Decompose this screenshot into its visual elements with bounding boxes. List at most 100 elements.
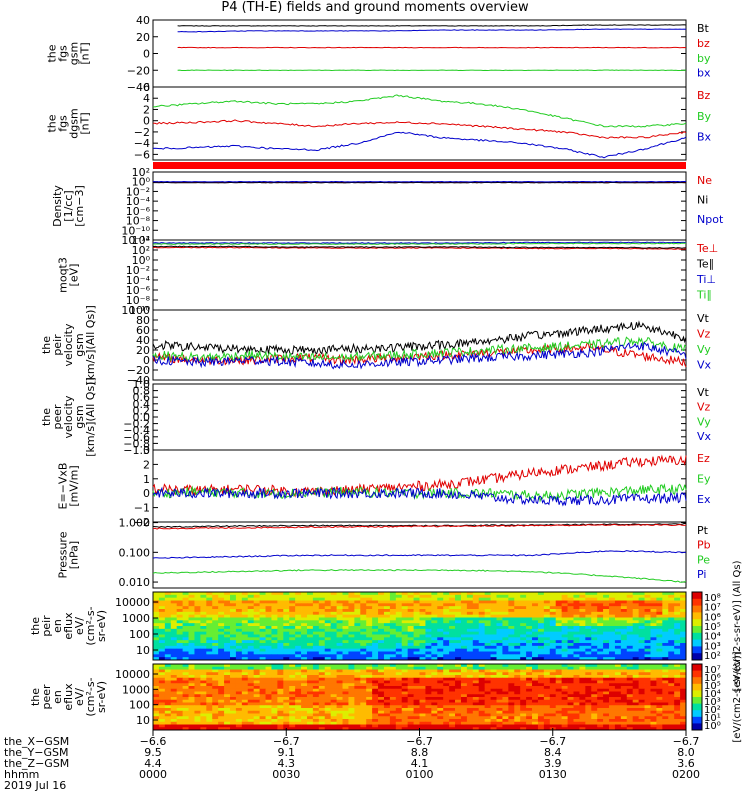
- heatmap-cell: [543, 628, 551, 633]
- heatmap-cell: [472, 592, 480, 596]
- heatmap-cell: [218, 716, 225, 720]
- heatmap-cell: [425, 614, 432, 618]
- heatmap-cell: [662, 651, 669, 655]
- heatmap-cell: [372, 594, 379, 599]
- heatmap-cell: [247, 672, 255, 676]
- heatmap-cell: [603, 686, 610, 690]
- heatmap-cell: [549, 688, 557, 692]
- legend-entry: Npot: [697, 213, 724, 226]
- heatmap-cell: [366, 716, 373, 720]
- heatmap-cell: [567, 713, 574, 717]
- colorbar-segment: [692, 592, 702, 600]
- heatmap-cell: [301, 611, 308, 616]
- heatmap-cell: [360, 640, 367, 644]
- heatmap-cell: [395, 688, 403, 692]
- heatmap-cell: [431, 597, 438, 601]
- heatmap-cell: [478, 675, 486, 679]
- heatmap-cell: [455, 664, 462, 668]
- heatmap-cell: [455, 708, 462, 712]
- heatmap-cell: [164, 614, 172, 618]
- heatmap-cell: [312, 664, 320, 668]
- heatmap-cell: [200, 631, 207, 635]
- heatmap-cell: [573, 691, 580, 695]
- heatmap-cell: [484, 669, 491, 673]
- heatmap-cell: [555, 672, 563, 676]
- heatmap-cell: [354, 664, 361, 668]
- heatmap-cell: [603, 699, 610, 703]
- heatmap-cell: [626, 611, 634, 616]
- heatmap-cell: [502, 628, 509, 633]
- heatmap-cell: [401, 686, 409, 690]
- heatmap-cell: [597, 664, 604, 668]
- heatmap-cell: [626, 688, 634, 692]
- heatmap-cell: [289, 600, 296, 604]
- heatmap-cell: [188, 672, 195, 676]
- heatmap-cell: [603, 592, 610, 596]
- heatmap-cell: [277, 683, 284, 687]
- heatmap-cell: [425, 620, 432, 624]
- series-line-fgs-1: [177, 46, 687, 49]
- heatmap-cell: [218, 626, 225, 630]
- heatmap-cell: [170, 708, 178, 712]
- heatmap-cell: [170, 609, 178, 613]
- heatmap-cell: [153, 628, 160, 633]
- heatmap-cell: [644, 623, 651, 627]
- heatmap-cell: [466, 697, 474, 701]
- heatmap-cell: [212, 713, 219, 717]
- heatmap-cell: [656, 657, 663, 661]
- heatmap-cell: [383, 686, 391, 690]
- heatmap-cell: [549, 631, 557, 635]
- heatmap-cell: [164, 603, 172, 607]
- heatmap-cell: [182, 592, 189, 596]
- heatmap-cell: [182, 719, 189, 723]
- heatmap-cell: [638, 680, 645, 684]
- heatmap-cell: [591, 603, 598, 607]
- heatmap-cell: [484, 594, 491, 599]
- heatmap-cell: [680, 677, 687, 681]
- heatmap-cell: [283, 592, 290, 596]
- heatmap-cell: [573, 675, 580, 679]
- heatmap-cell: [656, 609, 663, 613]
- heatmap-cell: [401, 628, 409, 633]
- heatmap-cell: [247, 713, 255, 717]
- heatmap-cell: [360, 691, 367, 695]
- heatmap-cell: [455, 617, 462, 621]
- heatmap-cell: [626, 637, 634, 641]
- y-tick-label: 1000: [122, 683, 150, 696]
- heatmap-cell: [425, 628, 432, 633]
- heatmap-cell: [502, 688, 509, 692]
- heatmap-cell: [253, 600, 260, 604]
- heatmap-cell: [378, 680, 385, 684]
- colorbar-segment: [692, 612, 702, 620]
- heatmap-cell: [650, 614, 657, 618]
- heatmap-cell: [650, 664, 657, 668]
- heatmap-cell: [372, 686, 379, 690]
- heatmap-cell: [389, 640, 397, 644]
- heatmap-cell: [229, 594, 237, 599]
- heatmap-cell: [638, 727, 645, 731]
- heatmap-cell: [478, 694, 486, 698]
- heatmap-cell: [638, 686, 645, 690]
- heatmap-cell: [620, 683, 628, 687]
- heatmap-cell: [378, 708, 385, 712]
- heatmap-cell: [378, 672, 385, 676]
- heatmap-cell: [413, 666, 420, 670]
- heatmap-cell: [508, 705, 515, 709]
- heatmap-cell: [632, 721, 640, 725]
- heatmap-cell: [247, 609, 255, 613]
- colorbar-segment: [692, 605, 702, 613]
- heatmap-cell: [176, 680, 184, 684]
- heatmap-cell: [597, 640, 604, 644]
- heatmap-cell: [680, 620, 687, 624]
- colorbar-segment: [692, 690, 702, 698]
- heatmap-cell: [484, 597, 491, 601]
- heatmap-cell: [354, 651, 361, 655]
- heatmap-cell: [271, 597, 278, 601]
- heatmap-cell: [549, 651, 557, 655]
- heatmap-cell: [579, 623, 586, 627]
- heatmap-cell: [567, 614, 574, 618]
- heatmap-cell: [674, 724, 681, 728]
- heatmap-cell: [259, 628, 266, 633]
